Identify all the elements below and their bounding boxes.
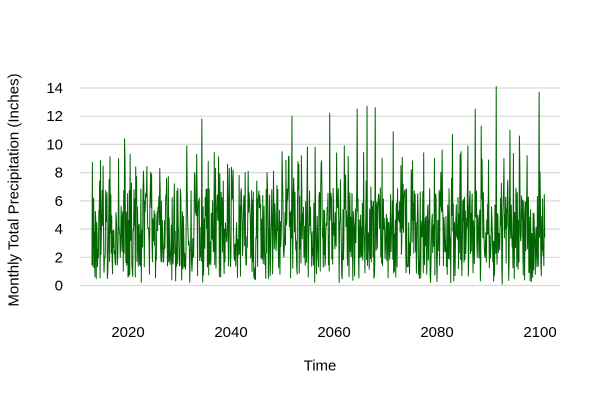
precipitation-series-line (91, 86, 546, 285)
y-tick-label: 14 (46, 80, 63, 97)
x-tick-label: 2020 (111, 324, 144, 341)
x-axis-title: Time (303, 357, 337, 375)
x-tick-label: 2100 (523, 324, 556, 341)
y-axis-title: Monthly Total Precipitation (Inches) (5, 73, 23, 307)
y-tick-label: 6 (55, 193, 63, 210)
x-tick-label: 2060 (317, 324, 350, 341)
y-tick-label: 8 (55, 165, 63, 182)
y-tick-label: 2 (55, 249, 63, 266)
x-tick-label: 2040 (214, 324, 247, 341)
y-tick-label: 12 (46, 108, 63, 125)
y-tick-label: 0 (55, 278, 63, 295)
y-tick-label: 4 (55, 221, 63, 238)
y-tick-label: 10 (46, 136, 63, 153)
x-tick-label: 2080 (420, 324, 453, 341)
